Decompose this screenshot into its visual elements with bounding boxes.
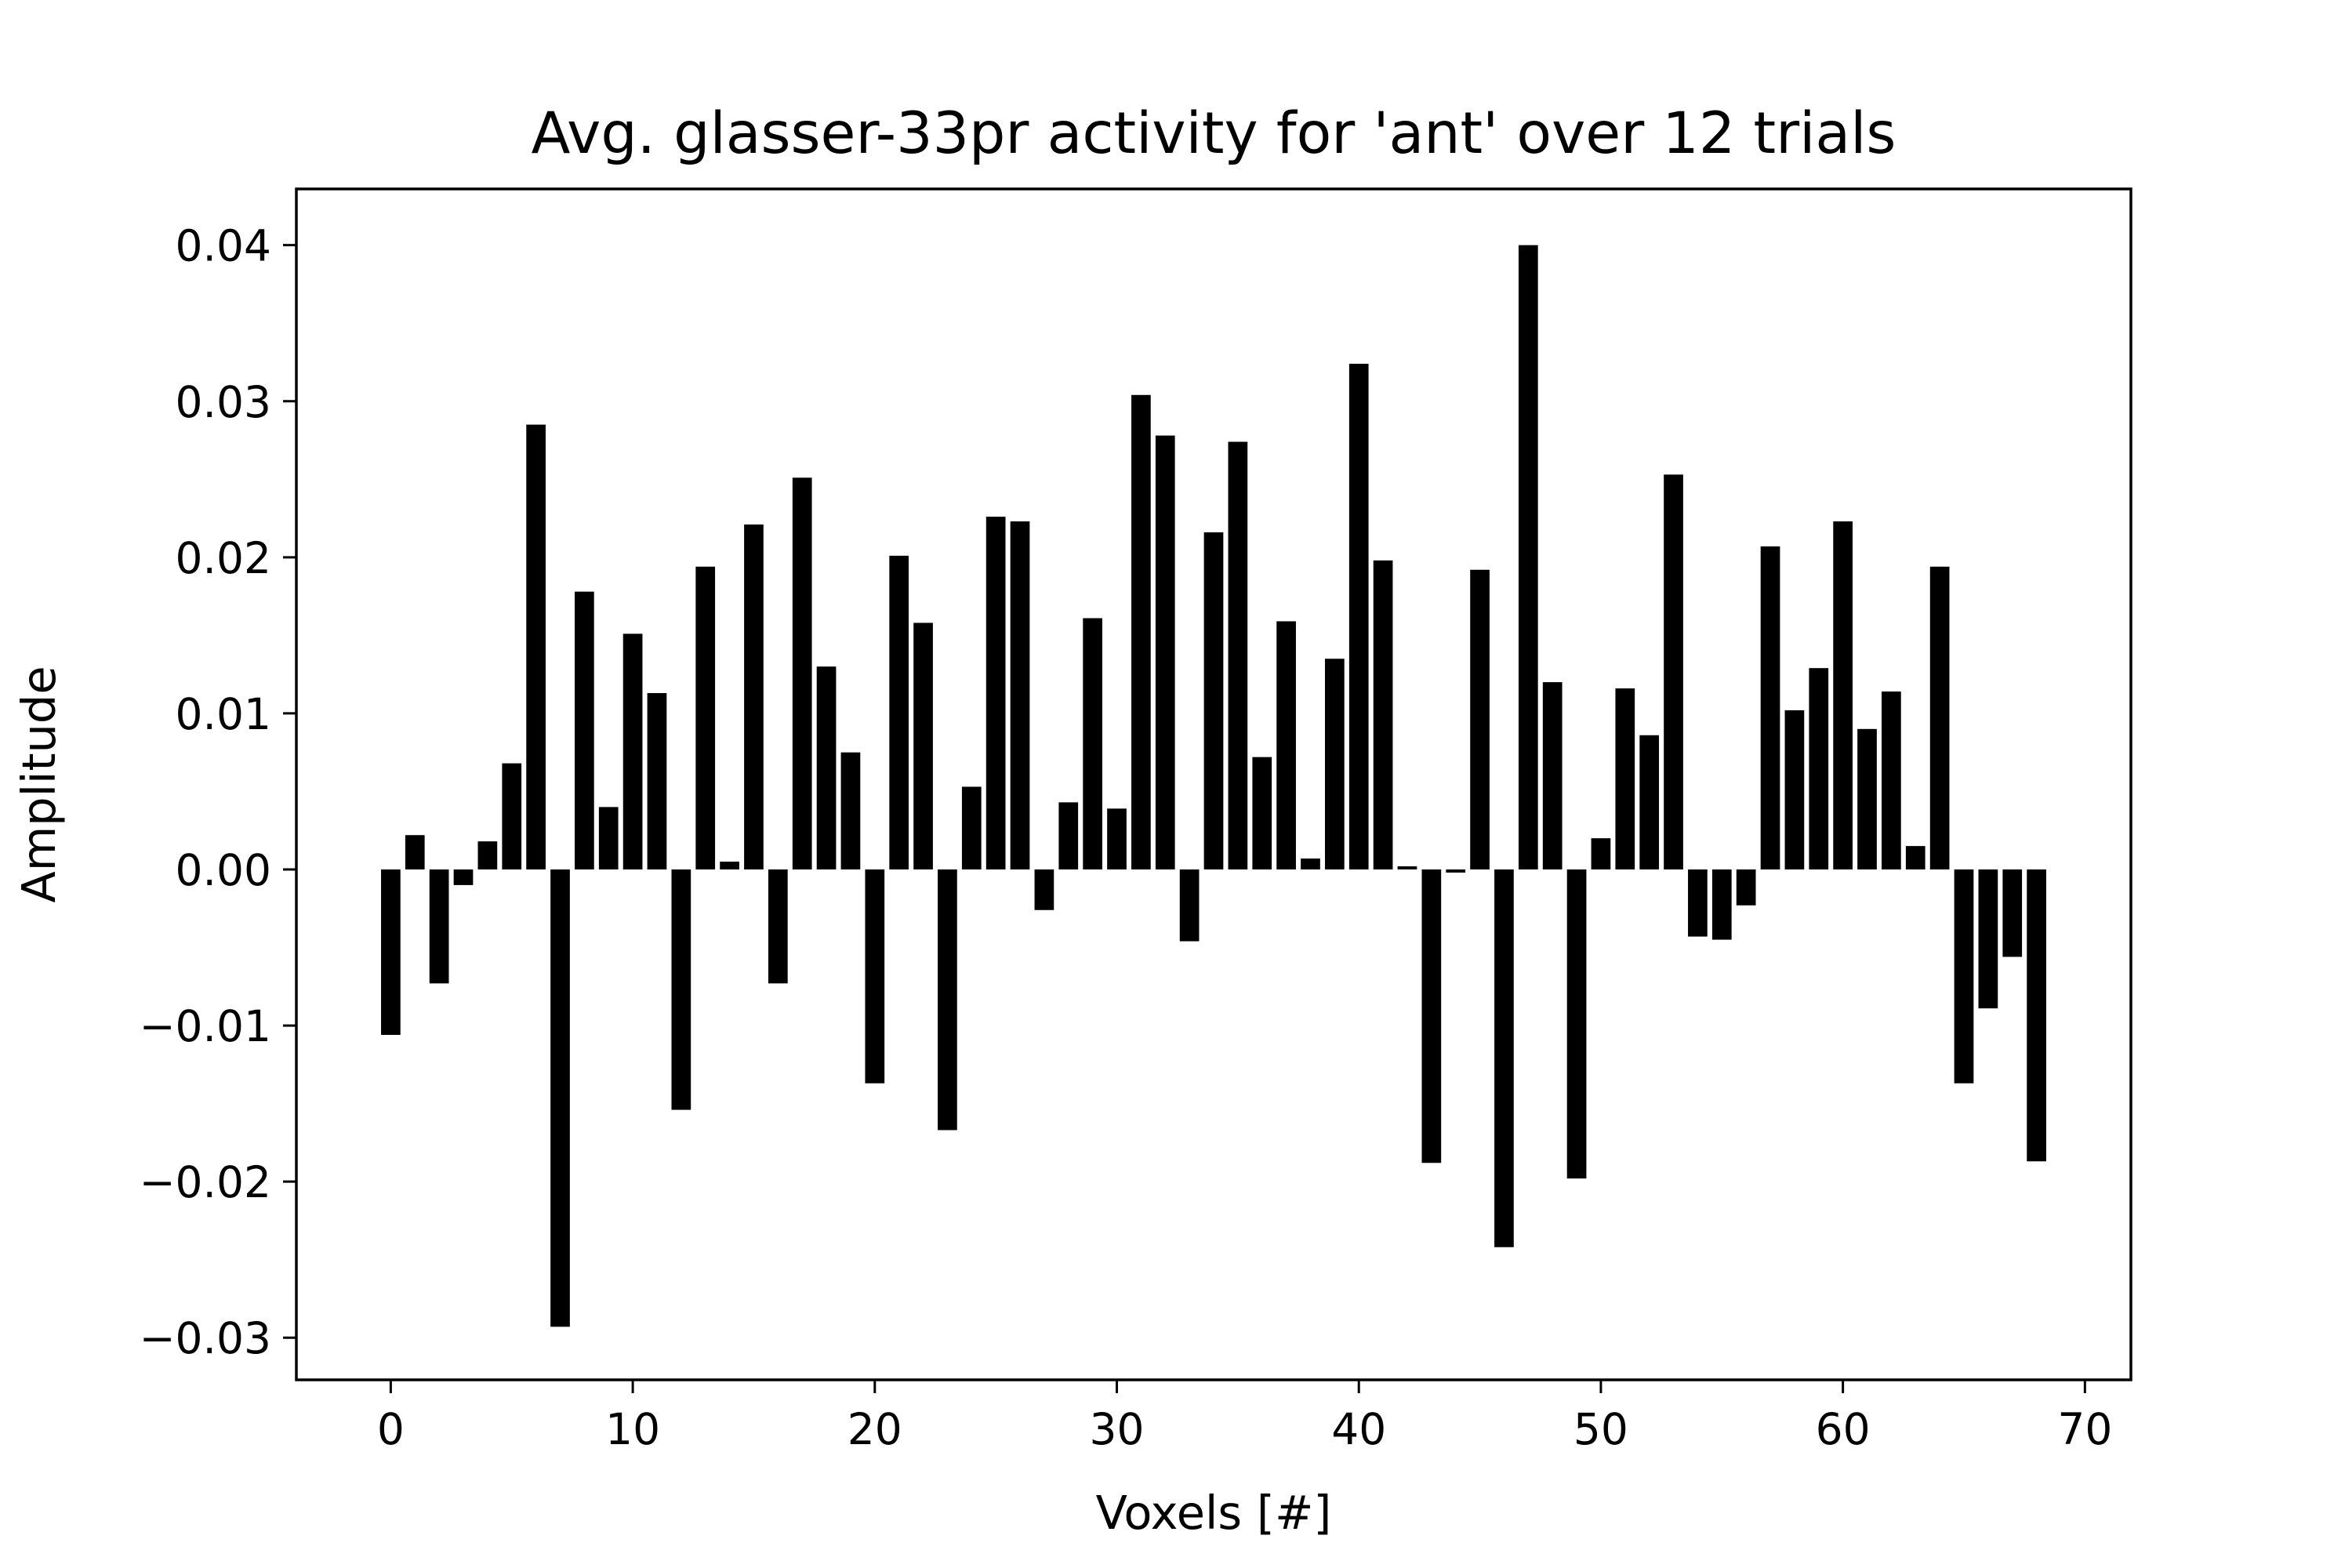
- y-tick-label: 0.01: [176, 689, 271, 739]
- y-axis-ticks: −0.03 −0.02 −0.01 0.00 0.01 0.02 0.03 0.04: [139, 221, 296, 1363]
- bar-voxel-4: [477, 841, 498, 869]
- bar-voxel-36: [1252, 757, 1272, 869]
- bar-voxel-34: [1203, 532, 1224, 869]
- bar-voxel-7: [550, 869, 570, 1327]
- x-tick-label: 20: [848, 1404, 902, 1454]
- x-tick-label: 10: [605, 1404, 660, 1454]
- bar-voxel-19: [840, 752, 861, 869]
- bar-voxel-44: [1446, 869, 1466, 873]
- bar-voxel-30: [1107, 808, 1127, 869]
- bar-voxel-37: [1276, 621, 1296, 869]
- bar-voxel-29: [1083, 618, 1102, 869]
- y-tick-label: 0.02: [176, 533, 271, 583]
- bar-voxel-32: [1155, 435, 1175, 869]
- bar-voxel-12: [671, 869, 691, 1110]
- bar-voxel-35: [1228, 441, 1248, 869]
- bar-voxel-53: [1664, 474, 1683, 869]
- bar-voxel-64: [1929, 566, 1950, 869]
- bar-voxel-42: [1397, 866, 1417, 869]
- bar-voxel-21: [889, 555, 909, 869]
- bar-voxel-8: [575, 591, 594, 869]
- bar-voxel-57: [1760, 546, 1780, 869]
- bar-voxel-43: [1421, 869, 1442, 1163]
- bar-voxel-17: [792, 477, 812, 869]
- bar-voxel-50: [1591, 838, 1611, 869]
- y-axis-label: Amplitude: [12, 666, 66, 902]
- y-tick-label: 0.03: [176, 377, 271, 427]
- bar-voxel-47: [1518, 245, 1538, 869]
- bar-voxel-16: [768, 869, 788, 984]
- x-tick-label: 0: [377, 1404, 405, 1454]
- plot-frame: [295, 187, 2132, 1381]
- x-axis-label: Voxels [#]: [1096, 1486, 1332, 1540]
- bar-voxel-38: [1301, 858, 1320, 869]
- bar-voxel-58: [1784, 710, 1805, 869]
- x-tick-label: 40: [1331, 1404, 1386, 1454]
- bar-voxel-63: [1905, 846, 1926, 869]
- bar-voxel-18: [816, 666, 837, 869]
- bar-voxel-31: [1131, 394, 1151, 869]
- bar-voxel-49: [1566, 869, 1587, 1179]
- bar-voxel-9: [598, 807, 619, 869]
- bar-voxel-25: [985, 517, 1006, 869]
- bar-voxel-20: [865, 869, 885, 1083]
- x-tick-label: 70: [2057, 1404, 2112, 1454]
- bar-voxel-27: [1034, 869, 1054, 910]
- y-tick-label: −0.03: [139, 1313, 271, 1363]
- bar-voxel-45: [1470, 569, 1490, 869]
- bar-voxel-61: [1857, 728, 1877, 869]
- bar-voxel-2: [429, 869, 449, 984]
- bar-voxel-24: [961, 786, 982, 869]
- bar-voxel-3: [453, 869, 474, 885]
- bar-voxel-41: [1373, 560, 1393, 869]
- y-tick-label: −0.01: [139, 1001, 271, 1051]
- bar-voxel-46: [1494, 869, 1514, 1247]
- bar-voxel-0: [381, 869, 401, 1036]
- bar-voxel-14: [720, 862, 739, 869]
- bar-voxel-48: [1542, 682, 1563, 869]
- bar-voxel-66: [1978, 869, 1998, 1009]
- bar-voxel-6: [526, 424, 546, 869]
- bar-voxel-52: [1639, 735, 1660, 869]
- bar-voxel-5: [502, 763, 522, 869]
- bar-voxel-23: [938, 869, 957, 1131]
- bars-group: [381, 245, 2046, 1327]
- bar-voxel-40: [1348, 363, 1369, 869]
- bar-voxel-68: [2027, 869, 2046, 1162]
- x-tick-label: 60: [1816, 1404, 1871, 1454]
- x-tick-label: 50: [1573, 1404, 1628, 1454]
- bar-voxel-13: [695, 566, 716, 869]
- y-tick-label: 0.04: [176, 221, 271, 271]
- bar-voxel-33: [1179, 869, 1200, 942]
- bar-voxel-56: [1736, 869, 1756, 906]
- bar-voxel-54: [1688, 869, 1708, 937]
- bar-voxel-15: [744, 524, 764, 869]
- bar-voxel-22: [913, 622, 933, 869]
- bar-voxel-55: [1711, 869, 1732, 940]
- bar-voxel-28: [1058, 802, 1079, 869]
- chart-title: Avg. glasser-33pr activity for 'ant' ove…: [532, 100, 1896, 167]
- bar-voxel-51: [1615, 688, 1635, 869]
- bar-voxel-62: [1882, 691, 1901, 869]
- y-tick-label: 0.00: [176, 845, 271, 895]
- bar-voxel-10: [622, 633, 643, 869]
- bar-voxel-59: [1809, 668, 1829, 869]
- bar-voxel-65: [1954, 869, 1974, 1083]
- bar-voxel-60: [1833, 521, 1853, 869]
- bar-voxel-26: [1010, 521, 1030, 869]
- bar-voxel-11: [647, 693, 667, 869]
- x-tick-label: 30: [1090, 1404, 1145, 1454]
- x-axis-ticks: 0 10 20 30 40 50 60 70: [377, 1380, 2112, 1454]
- bar-voxel-39: [1325, 659, 1345, 869]
- bar-voxel-1: [405, 835, 425, 869]
- y-tick-label: −0.02: [139, 1157, 271, 1207]
- bar-voxel-67: [2002, 869, 2023, 957]
